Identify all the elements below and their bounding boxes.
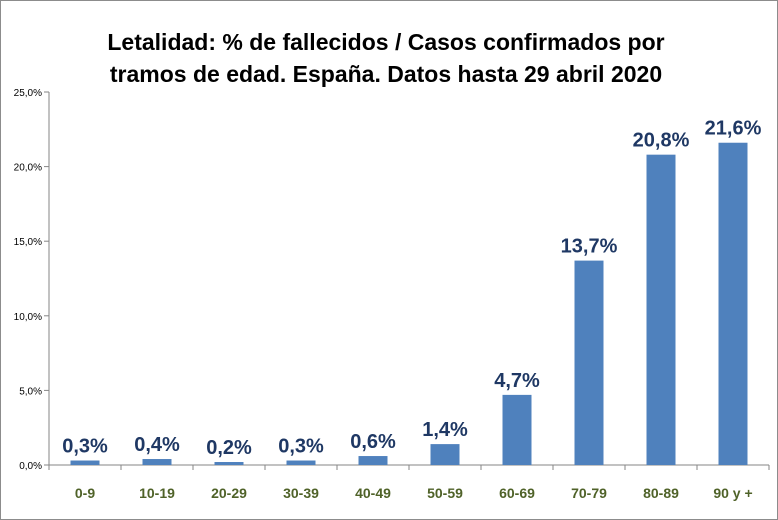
data-label: 21,6%: [705, 118, 762, 140]
bar: [286, 460, 316, 465]
y-tick-label: 0,0%: [19, 461, 42, 472]
y-tick-label: 5,0%: [19, 386, 42, 397]
data-label: 0,4%: [134, 434, 180, 456]
x-tick-label: 30-39: [283, 485, 319, 501]
data-label: 0,3%: [278, 436, 324, 458]
data-label: 0,2%: [206, 437, 252, 459]
x-tick-label: 80-89: [643, 485, 679, 501]
data-label: 0,6%: [350, 431, 396, 453]
x-tick-label: 50-59: [427, 485, 463, 501]
data-label: 1,4%: [422, 419, 468, 441]
x-axis: 0-9 10-19 20-29 30-39 40-49 50-59 60-69 70-79 80…: [48, 464, 770, 501]
x-tick-label: 0-9: [75, 485, 95, 501]
bar: [214, 462, 244, 465]
data-labels: 0,3% 0,4% 0,2% 0,3% 0,6% 1,4% 4,7% 13,7% 20,8% 21…: [62, 118, 761, 459]
y-tick-label: 25,0%: [14, 88, 42, 99]
bar: [430, 444, 460, 465]
bar: [718, 142, 748, 465]
y-tick-label: 20,0%: [14, 163, 42, 174]
chart-title-line-2: tramos de edad. España. Datos hasta 29 a…: [110, 61, 662, 87]
bar: [574, 260, 604, 465]
data-label: 13,7%: [561, 236, 618, 258]
data-label: 0,3%: [62, 436, 108, 458]
bar: [142, 459, 172, 465]
bar: [502, 394, 532, 465]
x-tick-label: 60-69: [499, 485, 535, 501]
x-tick-label: 20-29: [211, 485, 247, 501]
x-tick-label: 10-19: [139, 485, 175, 501]
chart-title-line-1: Letalidad: % de fallecidos / Casos confi…: [107, 29, 664, 55]
bars: [70, 142, 748, 465]
data-label: 20,8%: [633, 130, 690, 152]
bar: [358, 456, 388, 465]
bar: [70, 460, 100, 465]
y-tick-label: 10,0%: [14, 312, 42, 323]
x-tick-label: 40-49: [355, 485, 391, 501]
x-tick-label: 70-79: [571, 485, 607, 501]
bar: [646, 154, 676, 465]
y-axis: 0,0% 5,0% 10,0% 15,0% 20,0% 25,0%: [14, 88, 50, 472]
x-tick-label: 90 y +: [713, 485, 752, 501]
y-tick-label: 15,0%: [14, 237, 42, 248]
data-label: 4,7%: [494, 370, 540, 392]
